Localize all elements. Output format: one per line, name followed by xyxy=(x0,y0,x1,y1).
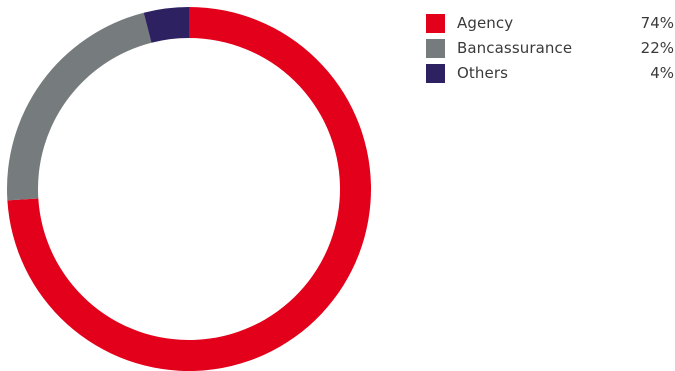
donut-slices xyxy=(6,7,372,371)
legend-value-others: 4% xyxy=(650,64,674,82)
legend-value-bancassurance: 22% xyxy=(640,39,674,57)
legend-item-agency: Agency 74% xyxy=(426,12,674,37)
legend-label-others: Others xyxy=(457,64,509,82)
legend: Agency 74% Bancassurance 22% Others 4% xyxy=(426,12,674,87)
legend-label-agency: Agency xyxy=(457,14,514,32)
legend-swatch-others xyxy=(426,64,445,83)
legend-value-agency: 74% xyxy=(640,14,674,32)
donut-slice-others xyxy=(143,7,189,43)
legend-swatch-bancassurance xyxy=(426,39,445,58)
donut-slice-bancassurance xyxy=(6,12,152,201)
legend-item-others: Others 4% xyxy=(426,62,674,87)
legend-label-bancassurance: Bancassurance xyxy=(457,39,573,57)
legend-item-bancassurance: Bancassurance 22% xyxy=(426,37,674,62)
donut-chart xyxy=(6,7,372,371)
legend-swatch-agency xyxy=(426,14,445,33)
